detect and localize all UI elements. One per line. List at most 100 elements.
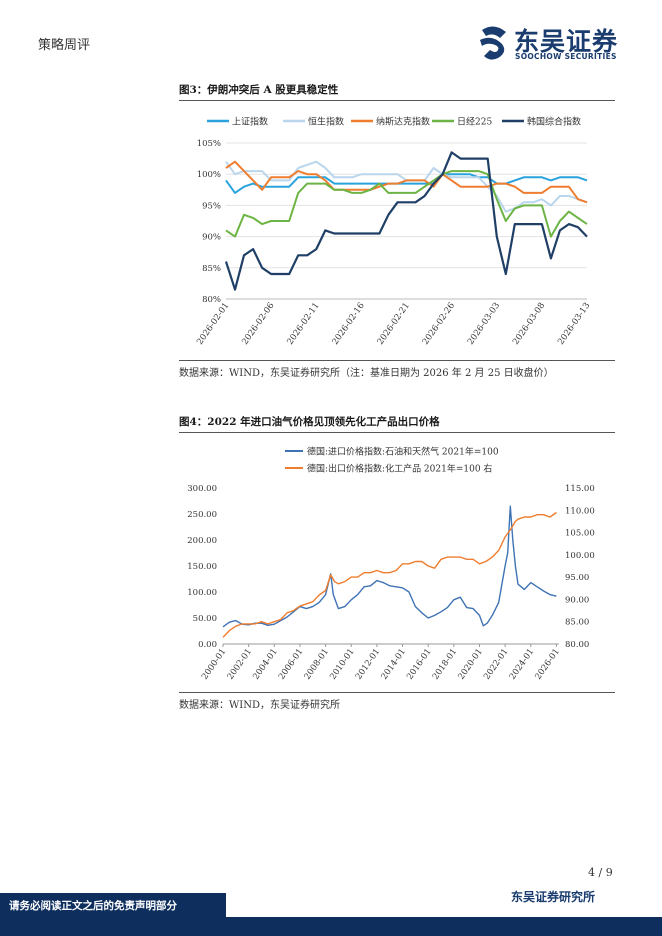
footer-bar bbox=[0, 917, 662, 936]
x-tick-group: 2016-01 bbox=[405, 647, 433, 682]
x-tick-label: 2018-01 bbox=[431, 647, 459, 682]
x-tick-label: 2010-01 bbox=[328, 647, 356, 682]
x-tick-group: 2006-01 bbox=[277, 647, 305, 682]
y-tick-label: 105% bbox=[197, 139, 221, 149]
y-right-tick-label: 85.00 bbox=[565, 618, 589, 628]
figure-4-top-rule bbox=[179, 432, 615, 433]
x-tick-label: 2006-01 bbox=[277, 647, 305, 682]
x-tick-group: 2026-02-06 bbox=[240, 301, 276, 347]
y-right-tick-label: 90.00 bbox=[565, 595, 589, 605]
legend-label-4: 韩国综合指数 bbox=[527, 116, 581, 128]
x-tick-label: 2008-01 bbox=[303, 647, 331, 682]
logo-text-cn: 东吴证券 bbox=[514, 27, 619, 56]
figure-3-top-rule bbox=[179, 100, 615, 101]
x-tick-label: 2020-01 bbox=[456, 647, 484, 682]
x-tick-group: 2026-03-03 bbox=[466, 301, 502, 347]
x-tick-label: 2000-01 bbox=[200, 647, 228, 682]
footer-org: 东吴证券研究所 bbox=[511, 890, 596, 904]
series-line-3 bbox=[225, 170, 588, 238]
x-tick-label: 2026-01 bbox=[533, 647, 561, 682]
x-tick-group: 2002-01 bbox=[226, 647, 254, 682]
y-tick-label: 90% bbox=[202, 233, 221, 243]
x-tick-group: 2026-02-26 bbox=[421, 301, 457, 347]
x-tick-group: 2000-01 bbox=[200, 647, 228, 682]
soochow-logo-icon bbox=[480, 26, 506, 60]
x-tick-group: 2026-02-21 bbox=[376, 301, 412, 347]
x-tick-label: 2026-02-11 bbox=[285, 301, 321, 347]
page-number: 4 / 9 bbox=[588, 866, 613, 879]
x-tick-label: 2026-03-08 bbox=[511, 301, 547, 347]
x-tick-group: 2020-01 bbox=[456, 647, 484, 682]
x-tick-group: 2024-01 bbox=[508, 647, 536, 682]
figure-3-chart: 上证指数 恒生指数 纳斯达克指数 日经225 韩国综合指数 80% 85% 90% 95% 100… bbox=[195, 116, 592, 347]
y-left-tick-label: 0.00 bbox=[198, 640, 217, 650]
legend-label-3: 日经225 bbox=[457, 116, 492, 128]
legend-label-2: 纳斯达克指数 bbox=[376, 116, 430, 128]
y-left-tick-label: 200.00 bbox=[187, 536, 217, 546]
figure-3-source: 数据来源：WIND，东吴证券研究所（注：基准日期为 2026 年 2 月 25 … bbox=[179, 368, 554, 379]
figure-3-title: 图3：伊朗冲突后 A 股更具稳定性 bbox=[179, 84, 339, 96]
x-tick-label: 2026-03-13 bbox=[556, 301, 592, 347]
x-tick-group: 2012-01 bbox=[354, 647, 382, 682]
figure-4-source: 数据来源：WIND，东吴证券研究所 bbox=[179, 700, 340, 711]
x-tick-group: 2026-01 bbox=[533, 647, 561, 682]
y-left-tick-label: 150.00 bbox=[187, 562, 217, 572]
y-right-tick-label: 110.00 bbox=[565, 506, 595, 516]
x-tick-group: 2026-03-13 bbox=[556, 301, 592, 347]
x-tick-label: 2026-02-26 bbox=[421, 301, 457, 347]
x-tick-label: 2026-03-03 bbox=[466, 301, 502, 347]
y-left-tick-label: 300.00 bbox=[187, 484, 217, 494]
disclaimer-banner: 请务必阅读正文之后的免责声明部分 bbox=[0, 893, 226, 917]
y-right-tick-label: 95.00 bbox=[565, 573, 589, 583]
series-line-4 bbox=[224, 151, 588, 291]
y-left-tick-label: 50.00 bbox=[193, 614, 217, 624]
logo: 东吴证券 SOOCHOW SECURITIES bbox=[478, 22, 628, 66]
x-tick-group: 2008-01 bbox=[303, 647, 331, 682]
x-tick-label: 2022-01 bbox=[482, 647, 510, 682]
x-tick-label: 2026-02-01 bbox=[195, 301, 231, 347]
y-tick-label: 85% bbox=[202, 264, 221, 274]
x-tick-label: 2002-01 bbox=[226, 647, 254, 682]
y-right-tick-label: 80.00 bbox=[565, 640, 589, 650]
x-tick-label: 2014-01 bbox=[380, 647, 408, 682]
series-line-2 bbox=[225, 160, 588, 204]
section-title: 策略周评 bbox=[38, 38, 91, 53]
x-tick-label: 2026-02-16 bbox=[331, 301, 367, 347]
y-right-tick-label: 115.00 bbox=[565, 484, 595, 494]
x-tick-label: 2026-02-21 bbox=[376, 301, 412, 347]
x-tick-label: 2004-01 bbox=[251, 647, 279, 682]
logo-text-en: SOOCHOW SECURITIES bbox=[515, 52, 617, 61]
x-tick-group: 2026-02-11 bbox=[285, 301, 321, 347]
y-tick-label: 95% bbox=[202, 201, 221, 211]
y-tick-label: 80% bbox=[202, 295, 221, 305]
legend-label-0: 上证指数 bbox=[232, 116, 268, 128]
series-line-1 bbox=[222, 511, 557, 638]
x-tick-group: 2014-01 bbox=[380, 647, 408, 682]
x-tick-group: 2022-01 bbox=[482, 647, 510, 682]
x-tick-group: 2010-01 bbox=[328, 647, 356, 682]
figure-3-bottom-rule bbox=[179, 360, 615, 361]
legend-label-1: 恒生指数 bbox=[308, 116, 344, 128]
y-right-tick-label: 100.00 bbox=[565, 551, 595, 561]
y-left-tick-label: 100.00 bbox=[187, 588, 217, 598]
legend-label-0: 德国:进口价格指数:石油和天然气 2021年=100 bbox=[307, 446, 499, 458]
x-tick-group: 2004-01 bbox=[251, 647, 279, 682]
y-tick-label: 100% bbox=[197, 170, 221, 180]
x-tick-group: 2018-01 bbox=[431, 647, 459, 682]
x-tick-label: 2016-01 bbox=[405, 647, 433, 682]
disclaimer-text: 请务必阅读正文之后的免责声明部分 bbox=[9, 900, 177, 912]
y-left-tick-label: 250.00 bbox=[187, 510, 217, 520]
series-line-0 bbox=[222, 505, 557, 628]
figure-4-title: 图4：2022 年进口油气价格见顶领先化工产品出口价格 bbox=[179, 416, 440, 428]
x-tick-label: 2026-02-06 bbox=[240, 301, 276, 347]
series-line-0 bbox=[225, 173, 588, 194]
x-tick-group: 2026-02-16 bbox=[331, 301, 367, 347]
x-tick-group: 2026-03-08 bbox=[511, 301, 547, 347]
legend-label-1: 德国:出口价格指数:化工产品 2021年=100 右 bbox=[307, 463, 492, 475]
x-tick-group: 2026-02-01 bbox=[195, 301, 231, 347]
figure-4-chart: 德国:进口价格指数:石油和天然气 2021年=100 德国:出口价格指数:化工产品… bbox=[187, 446, 595, 682]
figure-4-bottom-rule bbox=[179, 692, 615, 693]
x-tick-label: 2024-01 bbox=[508, 647, 536, 682]
x-tick-label: 2012-01 bbox=[354, 647, 382, 682]
y-right-tick-label: 105.00 bbox=[565, 529, 595, 539]
